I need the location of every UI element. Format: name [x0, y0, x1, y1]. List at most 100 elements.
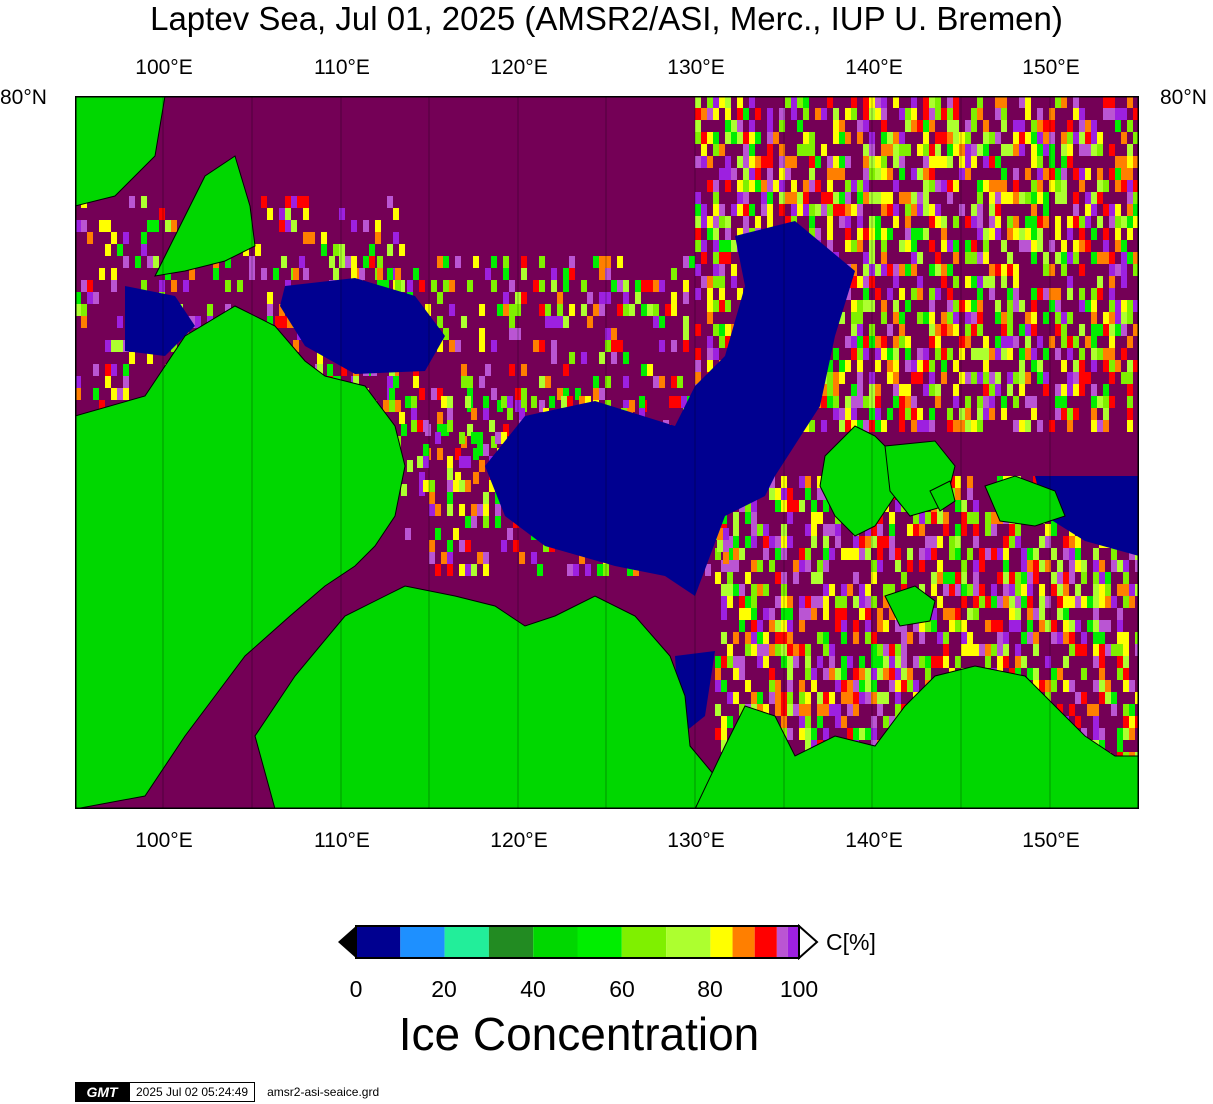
- ice-cell: [973, 596, 979, 608]
- ice-cell: [721, 632, 727, 644]
- ice-cell: [733, 536, 739, 548]
- ice-cell: [905, 408, 911, 420]
- ice-cell: [905, 264, 911, 276]
- ice-cell: [929, 216, 935, 228]
- ice-cell: [911, 228, 917, 240]
- ice-cell: [467, 388, 473, 400]
- ice-cell: [973, 536, 979, 548]
- ice-cell: [713, 324, 719, 336]
- map-title: Laptev Sea, Jul 01, 2025 (AMSR2/ASI, Mer…: [150, 0, 1063, 37]
- ice-cell: [971, 312, 977, 324]
- ice-cell: [973, 500, 979, 512]
- ice-cell: [893, 204, 899, 216]
- ice-cell: [985, 620, 991, 632]
- ice-cell: [865, 608, 871, 620]
- ice-cell: [1081, 632, 1087, 644]
- ice-cell: [707, 96, 713, 108]
- ice-cell: [899, 264, 905, 276]
- ice-cell: [893, 144, 899, 156]
- ice-cell: [1109, 324, 1115, 336]
- ice-cell: [483, 552, 489, 564]
- ice-cell: [1103, 324, 1109, 336]
- ice-cell: [887, 168, 893, 180]
- ice-cell: [1073, 204, 1079, 216]
- ice-cell: [1079, 144, 1085, 156]
- ice-cell: [953, 384, 959, 396]
- ice-cell: [797, 120, 803, 132]
- ice-cell: [1067, 372, 1073, 384]
- ice-cell: [755, 216, 761, 228]
- ice-cell: [1009, 572, 1015, 584]
- ice-cell: [1117, 584, 1123, 596]
- ice-cell: [749, 156, 755, 168]
- ice-cell: [533, 340, 539, 352]
- ice-cell: [823, 632, 829, 644]
- ice-cell: [809, 168, 815, 180]
- ice-cell: [1109, 276, 1115, 288]
- ice-cell: [923, 348, 929, 360]
- ice-cell: [87, 280, 93, 292]
- ice-cell: [719, 96, 725, 108]
- ice-cell: [599, 268, 605, 280]
- ice-cell: [953, 132, 959, 144]
- ice-cell: [1073, 132, 1079, 144]
- ice-cell: [635, 292, 641, 304]
- ice-cell: [895, 668, 901, 680]
- ice-cell: [925, 548, 931, 560]
- ice-cell: [531, 396, 537, 408]
- ice-cell: [851, 420, 857, 432]
- ice-cell: [853, 548, 859, 560]
- ice-cell: [1019, 120, 1025, 132]
- ice-cell: [351, 220, 357, 232]
- ice-cell: [923, 384, 929, 396]
- ice-cell: [321, 244, 327, 256]
- ice-cell: [767, 168, 773, 180]
- ice-cell: [989, 396, 995, 408]
- ice-cell: [815, 180, 821, 192]
- ice-cell: [799, 716, 805, 728]
- ice-cell: [871, 680, 877, 692]
- ice-cell: [727, 548, 733, 560]
- ice-cell: [611, 340, 617, 352]
- ice-cell: [911, 288, 917, 300]
- ice-cell: [1135, 632, 1139, 644]
- ice-cell: [1085, 300, 1091, 312]
- ice-cell: [911, 204, 917, 216]
- ice-cell: [1067, 348, 1073, 360]
- ice-cell: [405, 528, 411, 540]
- ice-cell: [743, 216, 749, 228]
- ice-cell: [749, 144, 755, 156]
- ice-cell: [881, 300, 887, 312]
- ice-cell: [947, 180, 953, 192]
- ice-cell: [965, 420, 971, 432]
- ice-cell: [567, 396, 573, 408]
- ice-cell: [713, 96, 719, 108]
- ice-cell: [695, 372, 701, 384]
- ice-cell: [935, 204, 941, 216]
- ice-cell: [1037, 228, 1043, 240]
- ice-cell: [985, 524, 991, 536]
- ice-cell: [1045, 680, 1051, 692]
- ice-cell: [911, 420, 917, 432]
- ice-cell: [899, 324, 905, 336]
- ice-cell: [399, 412, 405, 424]
- ice-cell: [1127, 96, 1133, 108]
- ice-cell: [971, 216, 977, 228]
- ice-cell: [1057, 572, 1063, 584]
- ice-cell: [1091, 120, 1097, 132]
- ice-cell: [111, 364, 117, 376]
- ice-cell: [947, 240, 953, 252]
- ice-cell: [713, 276, 719, 288]
- ice-cell: [1103, 180, 1109, 192]
- ice-cell: [971, 372, 977, 384]
- ice-cell: [1043, 144, 1049, 156]
- ice-cell: [811, 536, 817, 548]
- ice-cell: [857, 336, 863, 348]
- ice-cell: [863, 168, 869, 180]
- ice-cell: [581, 280, 587, 292]
- ice-cell: [863, 264, 869, 276]
- ice-cell: [545, 376, 551, 388]
- ice-cell: [727, 596, 733, 608]
- ice-cell: [809, 132, 815, 144]
- ice-cell: [949, 572, 955, 584]
